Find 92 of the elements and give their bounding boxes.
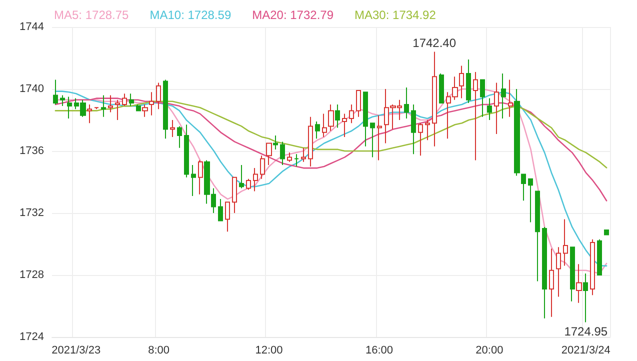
candlestick	[432, 51, 437, 147]
candlestick	[253, 168, 258, 192]
candlestick	[198, 160, 203, 195]
y-tick-label: 1732	[20, 207, 44, 219]
candlestick	[542, 226, 547, 319]
text: MA10: 1728.59	[150, 8, 232, 22]
candlestick	[246, 178, 251, 190]
candlestick	[459, 65, 464, 99]
candlestick	[604, 230, 609, 236]
candlestick	[170, 120, 175, 138]
candlestick	[225, 202, 230, 232]
candlestick	[356, 90, 361, 118]
candlestick	[322, 113, 327, 138]
candlestick	[94, 107, 99, 110]
candlestick	[218, 198, 223, 222]
candlestick	[149, 92, 154, 116]
x-tick-label: 12:00	[255, 344, 283, 356]
candlestick	[328, 104, 334, 132]
candlestick	[129, 93, 134, 107]
candlestick	[308, 116, 313, 167]
candlestick	[101, 94, 106, 118]
y-tick-label: 1728	[20, 269, 44, 281]
candlestick	[266, 142, 272, 166]
candlestick	[576, 264, 582, 304]
candlestick	[404, 86, 409, 119]
candlestick	[466, 59, 471, 104]
candlestick	[287, 152, 292, 162]
candlestick	[501, 73, 506, 119]
candlestick	[528, 178, 533, 223]
candlestick	[583, 272, 588, 323]
candlestick	[301, 147, 306, 162]
candlestick	[494, 82, 499, 134]
x-tick-label: 20:00	[476, 344, 504, 356]
line-series	[54, 100, 608, 168]
x-tick-label: 8:00	[148, 344, 170, 356]
candlestick	[473, 71, 478, 161]
candlestick	[377, 114, 382, 161]
candlestick	[535, 190, 540, 282]
candlestick	[335, 104, 340, 128]
candlestick	[122, 93, 127, 107]
candlestick	[508, 79, 513, 118]
x-tick-label: 2021/3/23	[52, 344, 101, 356]
candlestick	[590, 238, 595, 296]
candlestick	[418, 122, 423, 156]
candlestick	[487, 98, 492, 120]
candlestick	[370, 122, 375, 158]
candlestick	[191, 164, 196, 196]
y-tick-label: 1736	[20, 145, 44, 157]
candlestick	[363, 92, 368, 147]
candlestick	[549, 248, 554, 318]
candlestick	[156, 82, 161, 110]
candlestick	[439, 73, 444, 104]
candlestick	[273, 135, 278, 150]
candlestick	[60, 94, 65, 107]
candlestick	[115, 99, 120, 120]
candlestick	[597, 238, 602, 276]
candlestick	[232, 176, 237, 214]
candlestick	[280, 141, 285, 166]
candlestick	[411, 104, 416, 155]
candlestick	[177, 126, 182, 148]
candlestick	[570, 246, 575, 302]
candlestick	[136, 104, 141, 112]
text: MA20: 1732.79	[252, 8, 334, 22]
candlestick	[349, 104, 354, 124]
y-tick-label: 1724	[20, 331, 44, 343]
candlestick	[521, 174, 526, 202]
annotation: 1742.40	[412, 36, 456, 50]
candlestick	[163, 79, 168, 140]
candlestick	[53, 79, 58, 105]
candlestick	[342, 113, 347, 138]
candlestick	[425, 120, 430, 141]
x-tick-label: 16:00	[365, 344, 393, 356]
candlestick	[480, 79, 485, 118]
candlestick	[260, 155, 265, 180]
candlestick	[563, 218, 568, 266]
candlestick	[67, 96, 72, 119]
candlestick	[514, 88, 520, 176]
candlestick	[239, 164, 244, 189]
x-tick-label: 2021/3/24	[561, 344, 610, 356]
candlestick	[184, 124, 189, 178]
text: MA30: 1734.92	[354, 8, 436, 22]
candlestick	[556, 246, 561, 298]
y-tick-label: 1740	[20, 83, 44, 95]
y-tick-label: 1744	[20, 21, 44, 33]
candlestick	[294, 154, 299, 167]
annotation: 1724.95	[564, 324, 608, 338]
candlestick	[108, 94, 113, 113]
candlestick	[142, 104, 148, 118]
candlestick	[87, 104, 92, 124]
line-series	[54, 98, 608, 202]
candlestick	[315, 121, 320, 140]
text: MA5: 1728.75	[54, 8, 130, 22]
